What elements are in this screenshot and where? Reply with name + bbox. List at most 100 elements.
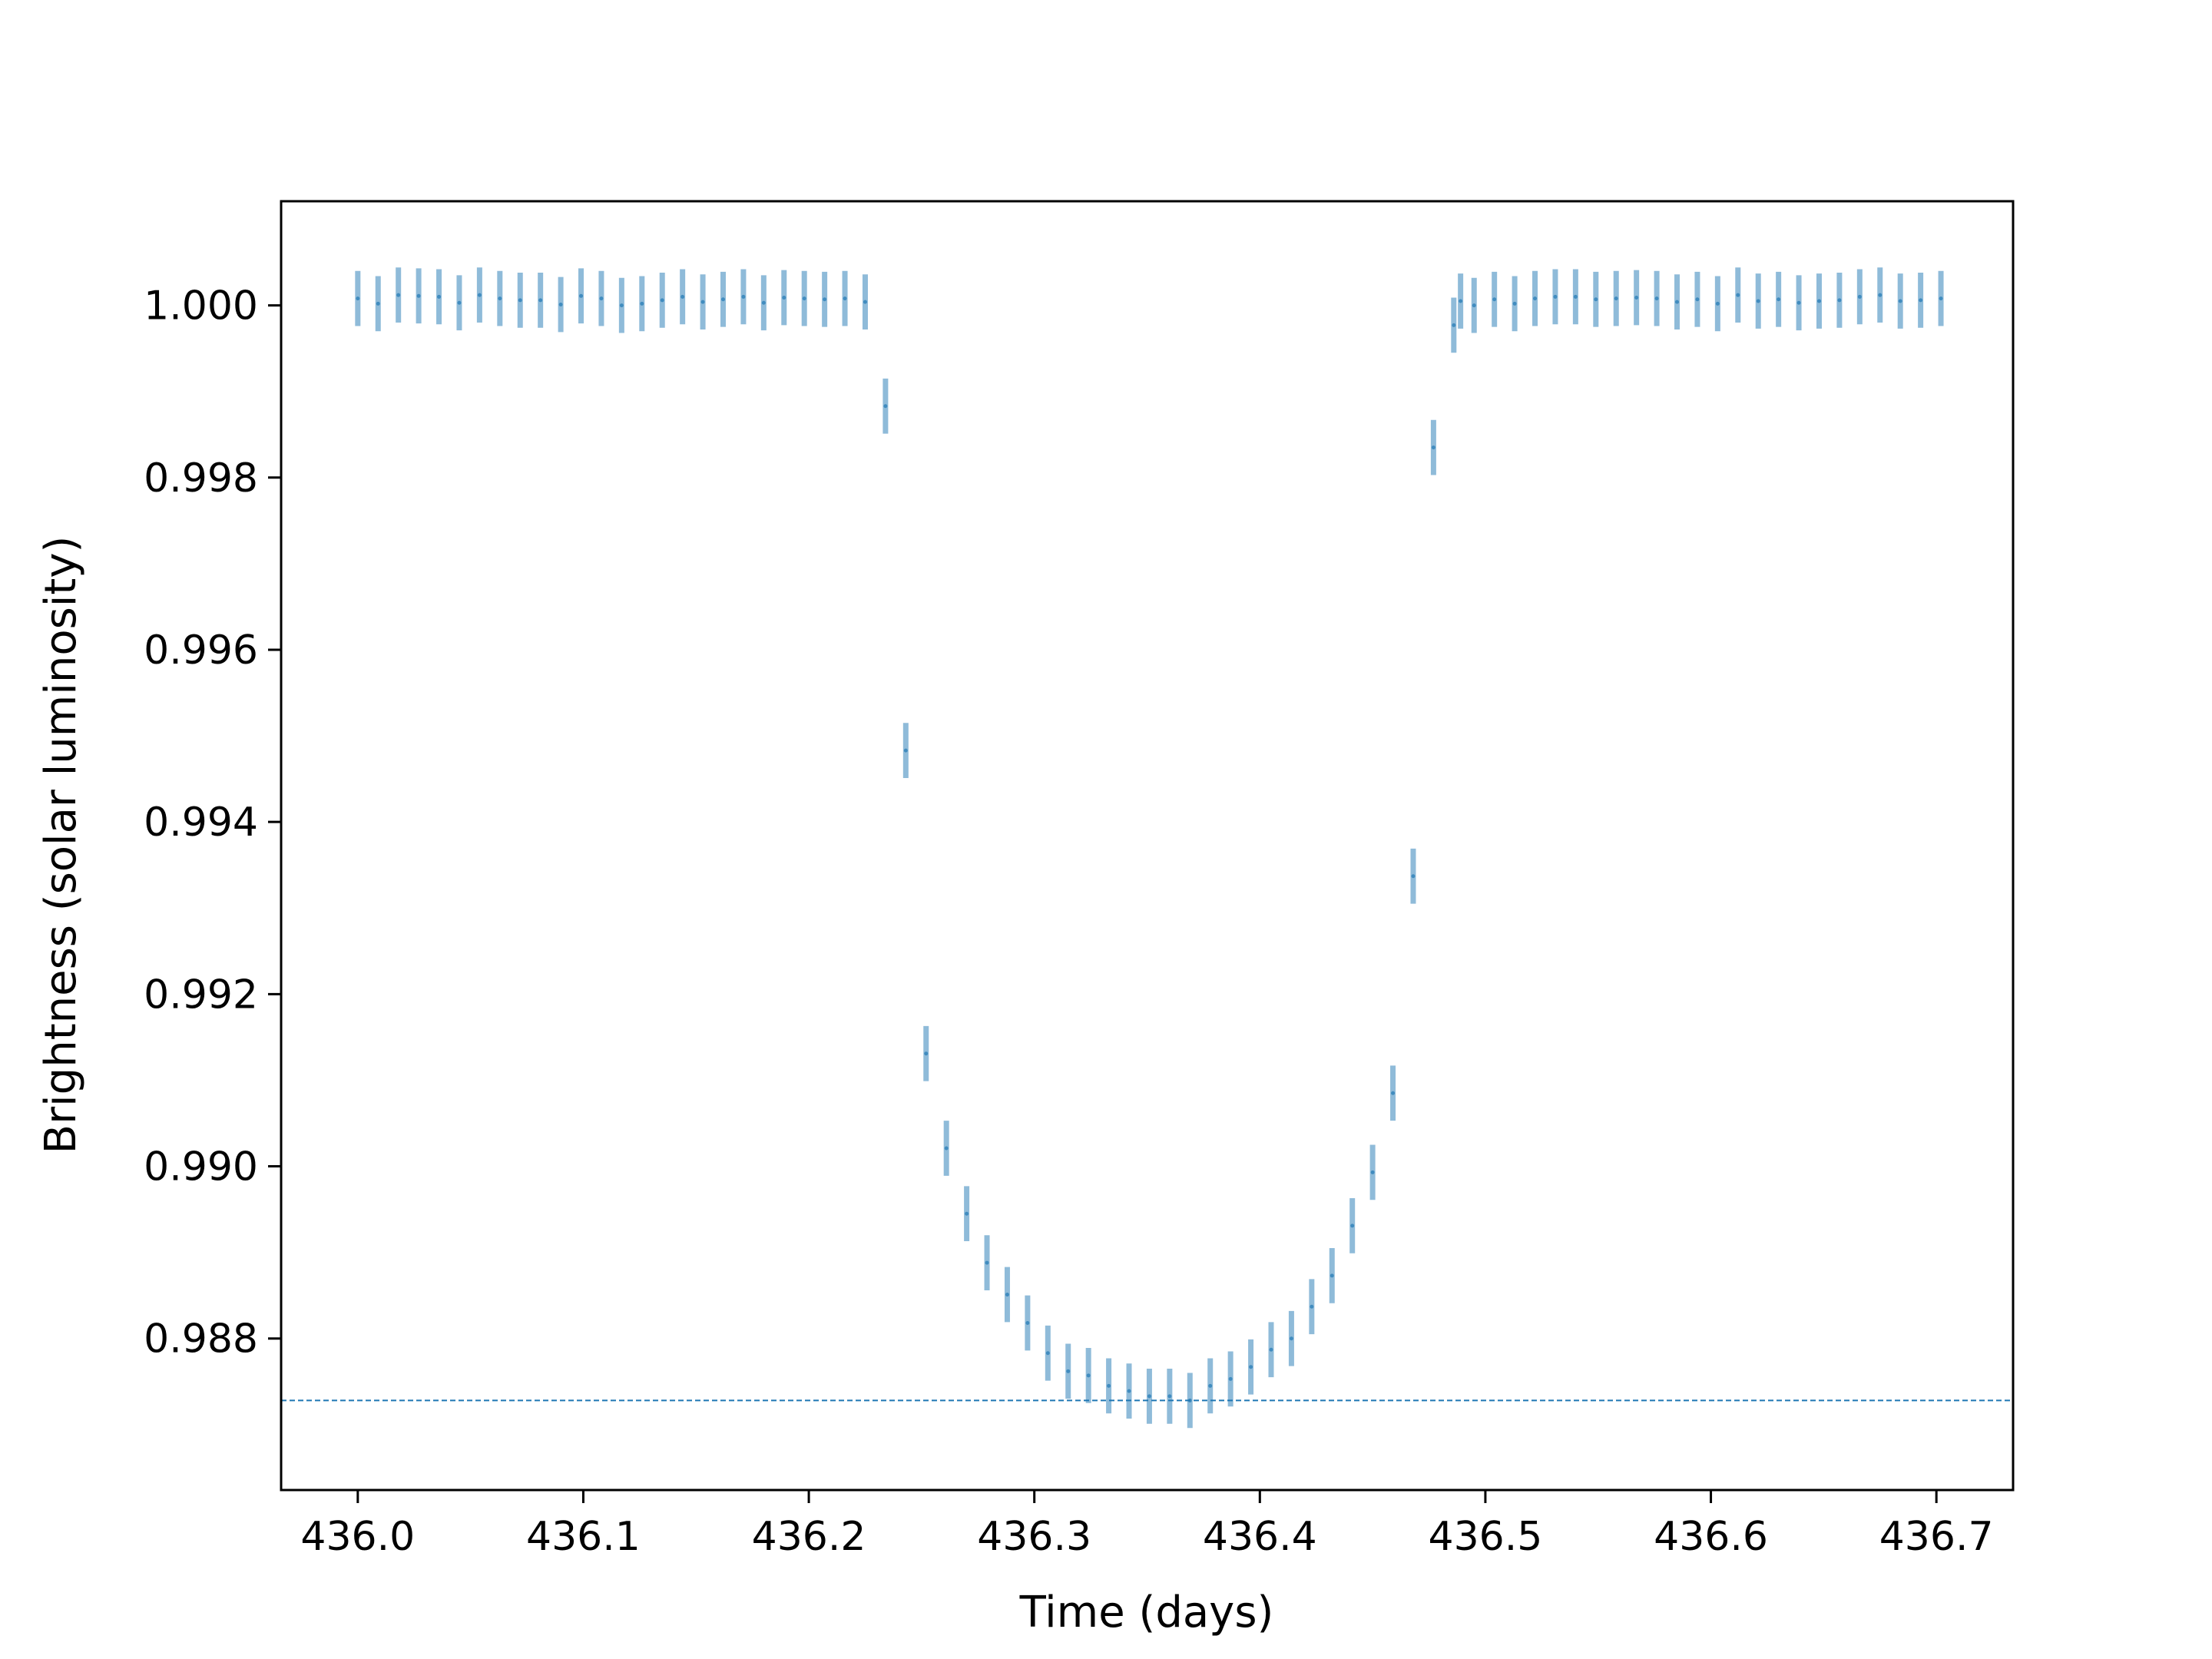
y-tick-label: 0.990: [144, 1144, 258, 1190]
data-point: [843, 296, 847, 301]
data-point: [1695, 297, 1700, 302]
data-point: [599, 296, 604, 301]
data-point: [1025, 1321, 1030, 1326]
data-point: [538, 298, 543, 303]
data-point: [1459, 299, 1463, 303]
data-point: [1573, 294, 1578, 299]
data-point: [1857, 294, 1862, 299]
x-tick-label: 436.6: [1654, 1514, 1768, 1560]
y-tick-label: 0.998: [144, 455, 258, 502]
y-tick-label: 0.994: [144, 800, 258, 846]
data-point: [1107, 1383, 1111, 1388]
x-tick-label: 436.7: [1879, 1514, 1994, 1560]
data-point: [498, 296, 502, 301]
data-point: [1249, 1365, 1253, 1369]
data-point: [1594, 297, 1598, 302]
data-point: [985, 1260, 989, 1265]
data-point: [437, 294, 442, 299]
data-point: [1939, 296, 1943, 301]
data-point: [477, 293, 482, 297]
data-point: [1269, 1347, 1273, 1352]
data-point: [356, 296, 360, 301]
data-point: [640, 301, 644, 306]
data-point: [1533, 296, 1538, 301]
data-point: [1310, 1304, 1314, 1309]
data-point: [558, 303, 563, 307]
data-point: [1431, 445, 1435, 450]
data-point: [1086, 1373, 1091, 1378]
data-point: [1370, 1170, 1375, 1174]
data-point: [619, 303, 624, 308]
x-tick-label: 436.3: [977, 1514, 1091, 1560]
data-point: [1756, 299, 1760, 303]
data-point: [823, 297, 827, 302]
data-point: [1634, 296, 1639, 300]
errorbar-layer: [355, 267, 1944, 1429]
x-tick-label: 436.1: [526, 1514, 641, 1560]
data-point: [700, 300, 705, 304]
x-axis-ticks: 436.0 436.1 436.2 436.3 436.4 436.5 436.6 436.7: [300, 1490, 1994, 1560]
data-point: [1512, 301, 1517, 306]
data-point: [396, 293, 401, 297]
data-point: [1330, 1273, 1334, 1278]
data-point: [1127, 1389, 1131, 1393]
data-point: [1816, 299, 1821, 303]
data-point: [1228, 1376, 1233, 1381]
data-point: [1777, 297, 1781, 302]
data-point: [660, 298, 664, 303]
data-point: [1005, 1293, 1009, 1297]
x-tick-label: 436.5: [1428, 1514, 1542, 1560]
data-point: [1654, 296, 1659, 301]
data-point: [1736, 293, 1740, 297]
data-point: [1878, 293, 1883, 297]
data-point: [944, 1146, 949, 1151]
data-point: [457, 300, 462, 305]
y-axis-ticks: 0.988 0.990 0.992 0.994 0.996 0.998 1.000: [144, 283, 281, 1363]
data-point: [680, 294, 685, 299]
data-point: [1675, 300, 1680, 304]
data-point: [863, 300, 867, 304]
data-point: [1147, 1394, 1151, 1399]
data-point: [518, 298, 522, 303]
y-tick-label: 0.992: [144, 972, 258, 1018]
y-tick-label: 0.988: [144, 1316, 258, 1363]
data-point: [802, 296, 806, 301]
data-point: [924, 1051, 929, 1056]
x-axis-label: Time (days): [1019, 1588, 1274, 1637]
data-point: [1066, 1369, 1071, 1373]
y-axis-label: Brightness (solar luminosity): [36, 536, 86, 1154]
data-point: [782, 296, 786, 300]
plot-frame: [280, 200, 2015, 1492]
data-point: [579, 293, 584, 298]
data-point: [1919, 298, 1923, 303]
data-point: [1289, 1336, 1293, 1341]
data-point: [761, 300, 766, 305]
data-point: [1837, 298, 1842, 303]
data-point: [376, 301, 380, 306]
data-point: [720, 297, 725, 302]
data-point: [1045, 1351, 1050, 1356]
data-point: [416, 293, 421, 298]
x-tick-label: 436.2: [752, 1514, 866, 1560]
data-point: [965, 1211, 969, 1216]
y-tick-label: 0.996: [144, 628, 258, 674]
data-point: [1208, 1383, 1213, 1388]
data-point: [1350, 1224, 1355, 1228]
data-point: [1452, 323, 1456, 327]
data-point: [1715, 301, 1720, 306]
data-point: [883, 404, 888, 409]
data-point: [741, 294, 746, 299]
data-point: [1391, 1091, 1396, 1095]
y-tick-label: 1.000: [144, 283, 258, 329]
x-tick-label: 436.0: [300, 1514, 415, 1560]
data-point: [1472, 303, 1476, 308]
data-point: [1492, 297, 1497, 302]
data-point: [1553, 294, 1558, 299]
x-tick-label: 436.4: [1203, 1514, 1317, 1560]
data-point: [1411, 874, 1416, 879]
data-point: [1167, 1394, 1172, 1399]
data-point: [1898, 299, 1902, 303]
data-point: [903, 748, 908, 753]
